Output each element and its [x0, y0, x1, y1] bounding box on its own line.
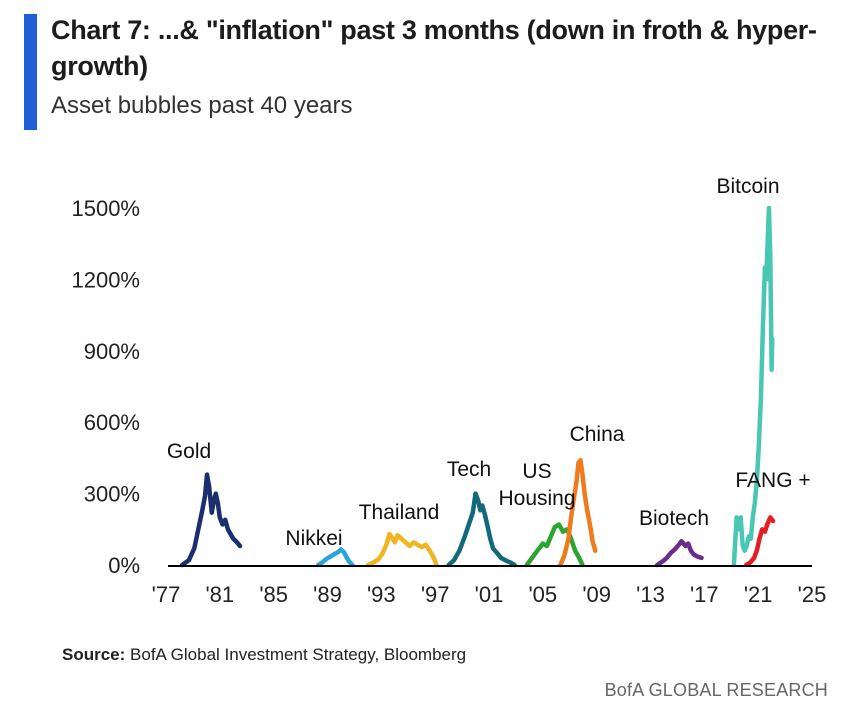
series-line-tech — [446, 491, 517, 568]
y-tick-label: 900% — [84, 339, 140, 364]
x-axis-ticks: '77 '81 '85 '89 '93 '97 '01 '05 '09 '13 '17 '21 '25 — [152, 582, 827, 607]
chart-area: '77'81'85'89'93'97'01'05'09'13'17'21'25 … — [71, 175, 827, 607]
source-note: Source: BofA Global Investment Strategy,… — [62, 645, 466, 665]
series-label-gold: Gold — [167, 440, 211, 463]
series-label-biotech: Biotech — [639, 507, 709, 530]
x-tick-label: '17 — [690, 582, 719, 607]
series-labels: Gold Nikkei Thailand Tech US Housing China Biot… — [167, 175, 811, 550]
y-tick-label: 600% — [84, 410, 140, 435]
x-tick-label: '93 — [367, 582, 396, 607]
chart-title: Chart 7: ...& "inflation" past 3 months … — [51, 15, 817, 81]
y-axis-ticks: 0% 300% 600% 900% 1200% 1500% — [71, 196, 140, 578]
series-label-fang: FANG + — [735, 469, 810, 492]
y-tick-label: 300% — [84, 482, 140, 507]
x-tick-label: '77 — [152, 582, 181, 607]
x-tick-label: '05 — [528, 582, 557, 607]
y-tick-label: 0% — [108, 553, 140, 578]
series-line-fang — [743, 515, 776, 568]
source-label: Source: — [62, 645, 126, 664]
x-tick-label: '89 — [313, 582, 342, 607]
series-line-bitcoin — [731, 205, 775, 568]
series-line-thailand — [365, 531, 439, 568]
series-label-bitcoin: Bitcoin — [716, 175, 779, 198]
series-label-tech: Tech — [447, 458, 491, 481]
x-tick-label: '21 — [744, 582, 773, 607]
x-tick-label: '01 — [475, 582, 504, 607]
series-label-china: China — [570, 423, 625, 446]
series-lines — [179, 205, 776, 568]
series-line-nikkei — [315, 547, 355, 568]
source-text: BofA Global Investment Strategy, Bloombe… — [130, 645, 467, 664]
x-tick-label: '09 — [582, 582, 611, 607]
series-label-thailand: Thailand — [359, 501, 440, 524]
chart-subtitle: Asset bubbles past 40 years — [51, 92, 353, 119]
series-line-gold — [179, 472, 243, 568]
x-tick-label: '97 — [421, 582, 450, 607]
series-line-us-housing — [524, 522, 585, 568]
series-label-nikkei: Nikkei — [285, 527, 342, 550]
y-tick-label: 1200% — [71, 267, 140, 292]
x-tick-label: '13 — [636, 582, 665, 607]
series-line-china — [558, 458, 598, 568]
title-accent-bar — [24, 14, 37, 130]
x-tick-label: '85 — [259, 582, 288, 607]
series-label-us-housing: Housing — [498, 487, 575, 510]
x-tick-label: '25 — [798, 582, 827, 607]
brand-footer: BofA GLOBAL RESEARCH — [604, 680, 828, 700]
x-tick-label: '81 — [205, 582, 234, 607]
y-tick-label: 1500% — [71, 196, 140, 221]
series-line-biotech — [654, 538, 704, 568]
series-label-us-housing: US — [522, 460, 551, 483]
